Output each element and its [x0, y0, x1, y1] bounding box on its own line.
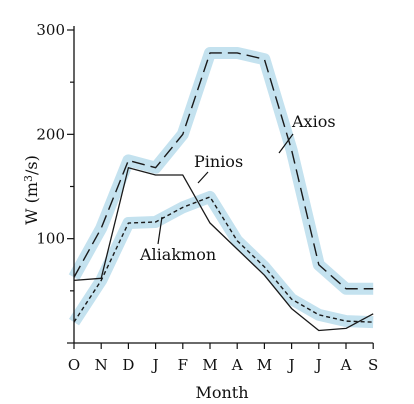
series-lines [73, 52, 374, 332]
x-tick-label: S [368, 356, 378, 374]
y-axis-title-base: W (m [22, 182, 41, 225]
aliakmon-leader-line [157, 216, 163, 245]
y-axis-title-tail: /s) [22, 155, 41, 175]
series-label-axios: Axios [291, 112, 336, 131]
y-axis-title: W (m3/s) [22, 155, 41, 225]
x-tick-label: A [340, 356, 352, 374]
x-tick-label: O [68, 356, 80, 374]
x-tick-label: J [287, 356, 295, 374]
y-tick-label: 300 [36, 21, 65, 39]
pinios-leader-line [197, 171, 209, 184]
series-line-axios [73, 52, 374, 290]
series-line-aliakmon [73, 196, 374, 323]
series-label-pinios: Pinios [194, 152, 243, 171]
series-line-pinios [73, 167, 374, 332]
y-axis-title-sup: 3 [22, 175, 35, 182]
axes [67, 26, 374, 349]
x-tick-label: F [178, 356, 188, 374]
x-tick-label: J [314, 356, 322, 374]
band-aliakmon [68, 190, 374, 329]
x-tick-label: M [202, 356, 217, 374]
y-tick-label: 100 [36, 230, 65, 248]
axios-leader-line [278, 133, 294, 154]
series-label-aliakmon: Aliakmon [139, 245, 216, 264]
y-tick-label: 200 [36, 125, 65, 143]
uncertainty-bands [68, 46, 374, 329]
x-tick-label: A [231, 356, 243, 374]
x-tick-label: M [257, 356, 272, 374]
x-tick-label: D [122, 356, 134, 374]
x-tick-label: N [95, 356, 108, 374]
x-tick-label: J [151, 356, 159, 374]
x-axis-title: Month [195, 383, 248, 402]
